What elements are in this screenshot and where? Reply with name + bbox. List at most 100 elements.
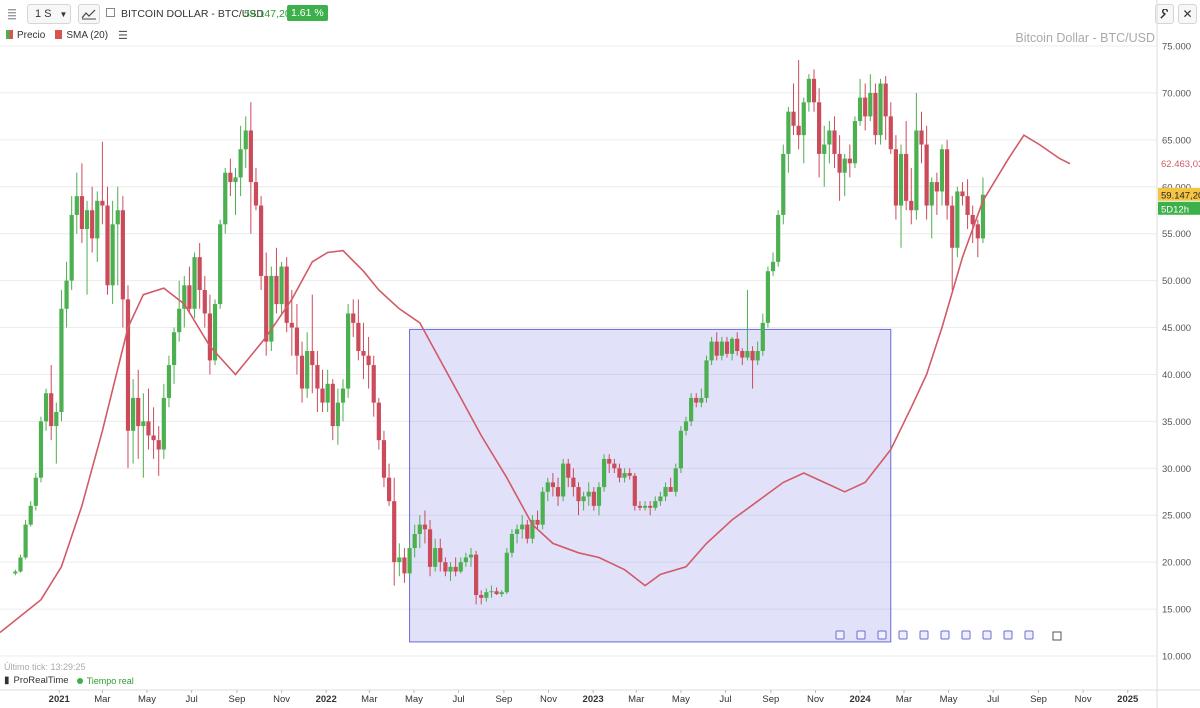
change-badge: 1.61 %: [287, 5, 328, 21]
price-tick-label: 45.000: [1162, 323, 1191, 334]
time-tick-label: May: [940, 694, 958, 705]
candle-up: [28, 505, 33, 525]
candle-up: [223, 172, 228, 225]
realtime-label: Tiempo real: [86, 675, 134, 686]
candle-up: [755, 351, 760, 361]
instrument-name[interactable]: BITCOIN DOLLAR - BTC/USD: [121, 8, 264, 20]
event-marker-icon: [1024, 630, 1034, 640]
list-icon[interactable]: ☰: [118, 30, 128, 42]
candle-up: [340, 388, 346, 403]
candle-up: [561, 463, 566, 497]
price-swatch: [6, 30, 13, 39]
candle-up: [509, 534, 515, 553]
candle-down: [960, 191, 965, 197]
candle-up: [412, 534, 417, 549]
candle-down: [632, 475, 637, 506]
event-marker-icon: [835, 630, 845, 640]
candle-down: [535, 519, 540, 525]
candle-down: [893, 149, 899, 206]
candle-up: [842, 158, 847, 173]
status-dot: [76, 677, 83, 684]
candle-up: [760, 322, 765, 351]
time-tick-label: 2022: [316, 694, 337, 705]
candle-down: [299, 355, 305, 389]
candle-up: [939, 149, 945, 192]
candle-down: [315, 365, 320, 389]
wrench-button[interactable]: [1155, 4, 1174, 24]
candle-up: [177, 308, 182, 333]
candle-down: [207, 313, 212, 361]
candle-down: [90, 210, 95, 239]
time-tick-label: May: [405, 694, 423, 705]
candle-up: [709, 341, 714, 361]
candle-up: [770, 261, 776, 272]
close-button[interactable]: ✕: [1178, 4, 1197, 24]
legend-price[interactable]: Precio: [6, 30, 45, 41]
legend-sma[interactable]: SMA (20): [55, 30, 108, 41]
candle-down: [105, 205, 110, 286]
sma-line: [0, 134, 1071, 634]
legend-sma-label: SMA (20): [66, 30, 109, 41]
candle-up: [658, 496, 663, 502]
price-tick-label: 60.000: [1162, 182, 1191, 193]
candle-up: [433, 548, 438, 567]
chevron-down-icon: ▼: [59, 9, 68, 19]
time-tick-label: Nov: [807, 694, 824, 705]
candle-down: [151, 435, 156, 441]
event-marker-icon: [856, 630, 866, 640]
candle-up: [683, 421, 689, 431]
time-tick-label: Mar: [361, 694, 377, 705]
candle-up: [489, 591, 494, 593]
candle-up: [514, 529, 520, 534]
price-tick-label: 35.000: [1162, 417, 1191, 428]
candle-up: [141, 421, 146, 427]
legend-price-label: Precio: [17, 30, 46, 41]
candle-up: [18, 557, 23, 572]
time-tick-label: 2021: [49, 694, 71, 705]
price-tick-label: 75.000: [1162, 42, 1191, 53]
candle-up: [23, 524, 28, 558]
candle-down: [289, 322, 294, 328]
candle-down: [668, 487, 673, 492]
menu-handle-icon[interactable]: [4, 4, 20, 24]
highlight-rectangle: [409, 328, 892, 643]
candle-up: [269, 275, 274, 342]
candle-down: [873, 92, 878, 136]
timeframe-select[interactable]: 1 S ▼: [27, 4, 71, 24]
time-tick-label: Sep: [495, 694, 512, 705]
candle-up: [38, 421, 44, 478]
time-tick-label: May: [672, 694, 690, 705]
candle-down: [975, 224, 980, 239]
candle-up: [806, 78, 811, 103]
candle-up: [417, 524, 422, 534]
candle-down: [817, 102, 822, 154]
event-marker-icon: [961, 630, 971, 640]
candle-up: [520, 524, 525, 530]
candle-down: [637, 505, 643, 508]
candle-down: [320, 388, 325, 403]
candle-down: [909, 200, 914, 211]
candle-down: [284, 266, 289, 323]
countdown-tag-bg: [1158, 201, 1200, 215]
candle-down: [366, 355, 371, 366]
candle-up: [765, 271, 771, 323]
candle-up: [243, 130, 248, 150]
candle-up: [827, 130, 832, 145]
candle-down: [294, 327, 300, 356]
candle-down: [264, 275, 269, 342]
candle-up: [745, 351, 750, 358]
time-tick-label: May: [138, 694, 156, 705]
candle-up: [699, 397, 704, 403]
candle-up: [448, 566, 453, 572]
price-tick-label: 25.000: [1162, 511, 1191, 522]
price-tick-label: 65.000: [1162, 135, 1191, 146]
price-tick-label: 50.000: [1162, 276, 1191, 287]
candle-down: [474, 554, 479, 595]
chart-type-button[interactable]: [78, 4, 100, 24]
candle-up: [84, 210, 90, 229]
candle-down: [863, 97, 868, 117]
provider-row: ▮ ProRealTime Tiempo real: [4, 675, 134, 686]
time-tick-label: Mar: [94, 694, 110, 705]
candle-up: [64, 280, 69, 309]
